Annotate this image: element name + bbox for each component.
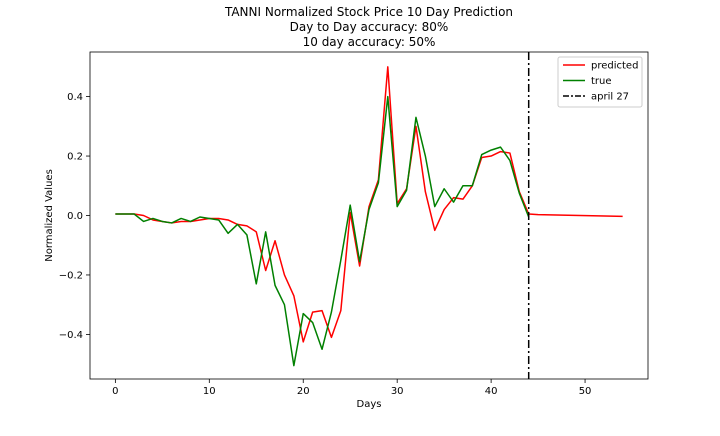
chart-title: TANNI Normalized Stock Price 10 Day Pred… bbox=[224, 5, 513, 49]
y-axis: −0.4 −0.2 0.0 0.2 0.4 bbox=[59, 92, 90, 341]
x-tick-label: 0 bbox=[112, 386, 118, 397]
y-tick-label: −0.2 bbox=[59, 270, 83, 281]
series-line-true bbox=[115, 95, 530, 367]
legend-box bbox=[557, 56, 643, 108]
y-tick-label: −0.4 bbox=[59, 330, 83, 341]
x-tick-label: 50 bbox=[579, 386, 592, 397]
x-tick-label: 40 bbox=[485, 386, 498, 397]
x-tick-label: 10 bbox=[203, 386, 216, 397]
title-line-2: Day to Day accuracy: 80% bbox=[290, 20, 449, 34]
y-axis-label: Normalized Values bbox=[44, 169, 55, 262]
legend-label-predicted: predicted bbox=[591, 61, 638, 72]
legend-label-april-27: april 27 bbox=[591, 92, 629, 103]
legend-label-true: true bbox=[591, 76, 612, 87]
x-tick-label: 30 bbox=[391, 386, 404, 397]
y-tick-label: 0.0 bbox=[67, 211, 83, 222]
y-tick-label: 0.2 bbox=[67, 152, 83, 163]
x-axis-label: Days bbox=[357, 399, 382, 410]
series-layer bbox=[115, 52, 623, 379]
x-axis: 0 10 20 30 40 50 bbox=[112, 379, 591, 397]
title-line-3: 10 day accuracy: 50% bbox=[303, 35, 436, 49]
title-line-1: TANNI Normalized Stock Price 10 Day Pred… bbox=[224, 5, 513, 19]
x-tick-label: 20 bbox=[297, 386, 310, 397]
legend: predicted true april 27 bbox=[557, 56, 643, 108]
y-tick-label: 0.4 bbox=[67, 92, 83, 103]
